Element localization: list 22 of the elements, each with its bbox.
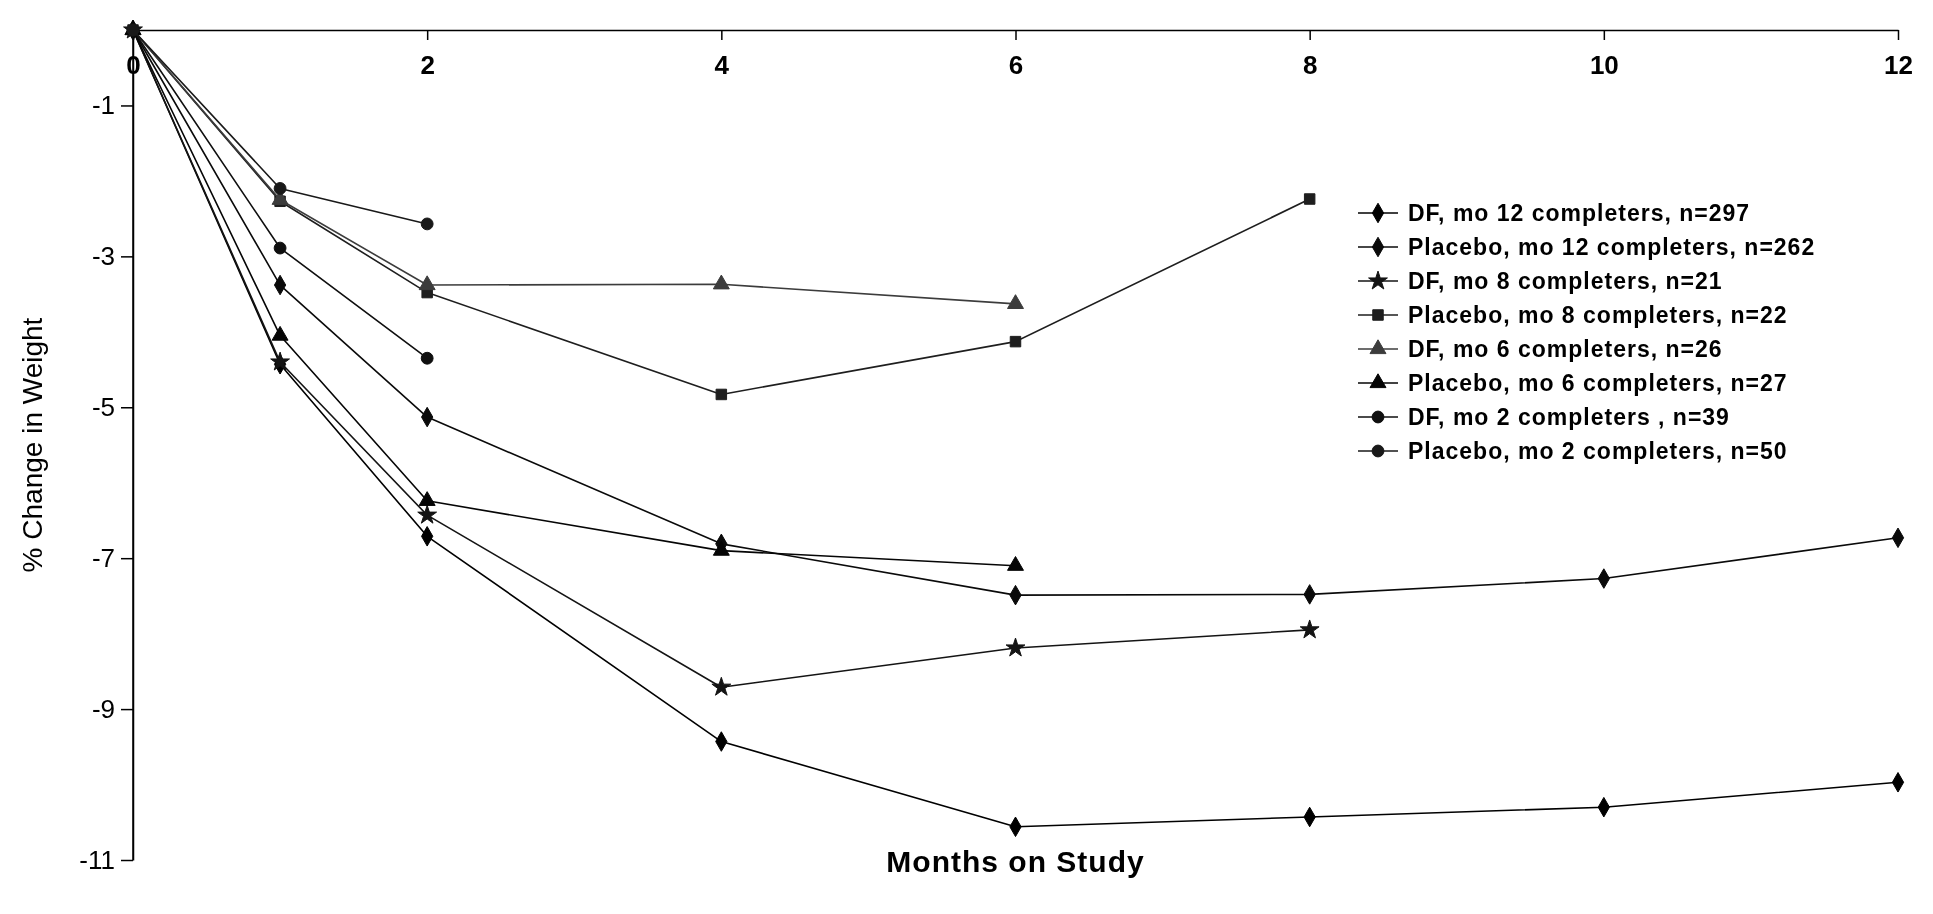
legend-label: Placebo, mo 2 completers, n=50 <box>1408 438 1788 464</box>
y-tick-label: -5 <box>91 392 115 423</box>
y-tick-label: -1 <box>91 90 115 121</box>
legend-label: DF, mo 8 completers, n=21 <box>1408 268 1723 294</box>
x-tick-label: 6 <box>1008 50 1024 81</box>
x-tick-label: 10 <box>1589 50 1619 81</box>
legend-label: Placebo, mo 6 completers, n=27 <box>1408 370 1788 396</box>
x-tick-label: 12 <box>1884 50 1913 81</box>
y-tick-label: -3 <box>91 241 115 272</box>
legend-label: DF, mo 2 completers , n=39 <box>1408 404 1730 430</box>
legend-label: DF, mo 12 completers, n=297 <box>1408 200 1751 226</box>
x-tick-label: 4 <box>714 50 730 81</box>
x-tick-label: 2 <box>420 50 435 81</box>
legend-label: DF, mo 6 completers, n=26 <box>1408 336 1723 362</box>
legend-label: Placebo, mo 8 completers, n=22 <box>1408 302 1788 328</box>
x-axis-title: Months on Study <box>886 845 1145 878</box>
legend-label: Placebo, mo 12 completers, n=262 <box>1408 234 1816 260</box>
y-tick-label: -9 <box>91 693 115 724</box>
x-tick-label: 8 <box>1302 50 1318 81</box>
y-axis-title: % Change in Weight <box>17 317 48 573</box>
y-tick-label: -11 <box>79 844 115 875</box>
y-tick-label: -7 <box>91 543 115 573</box>
